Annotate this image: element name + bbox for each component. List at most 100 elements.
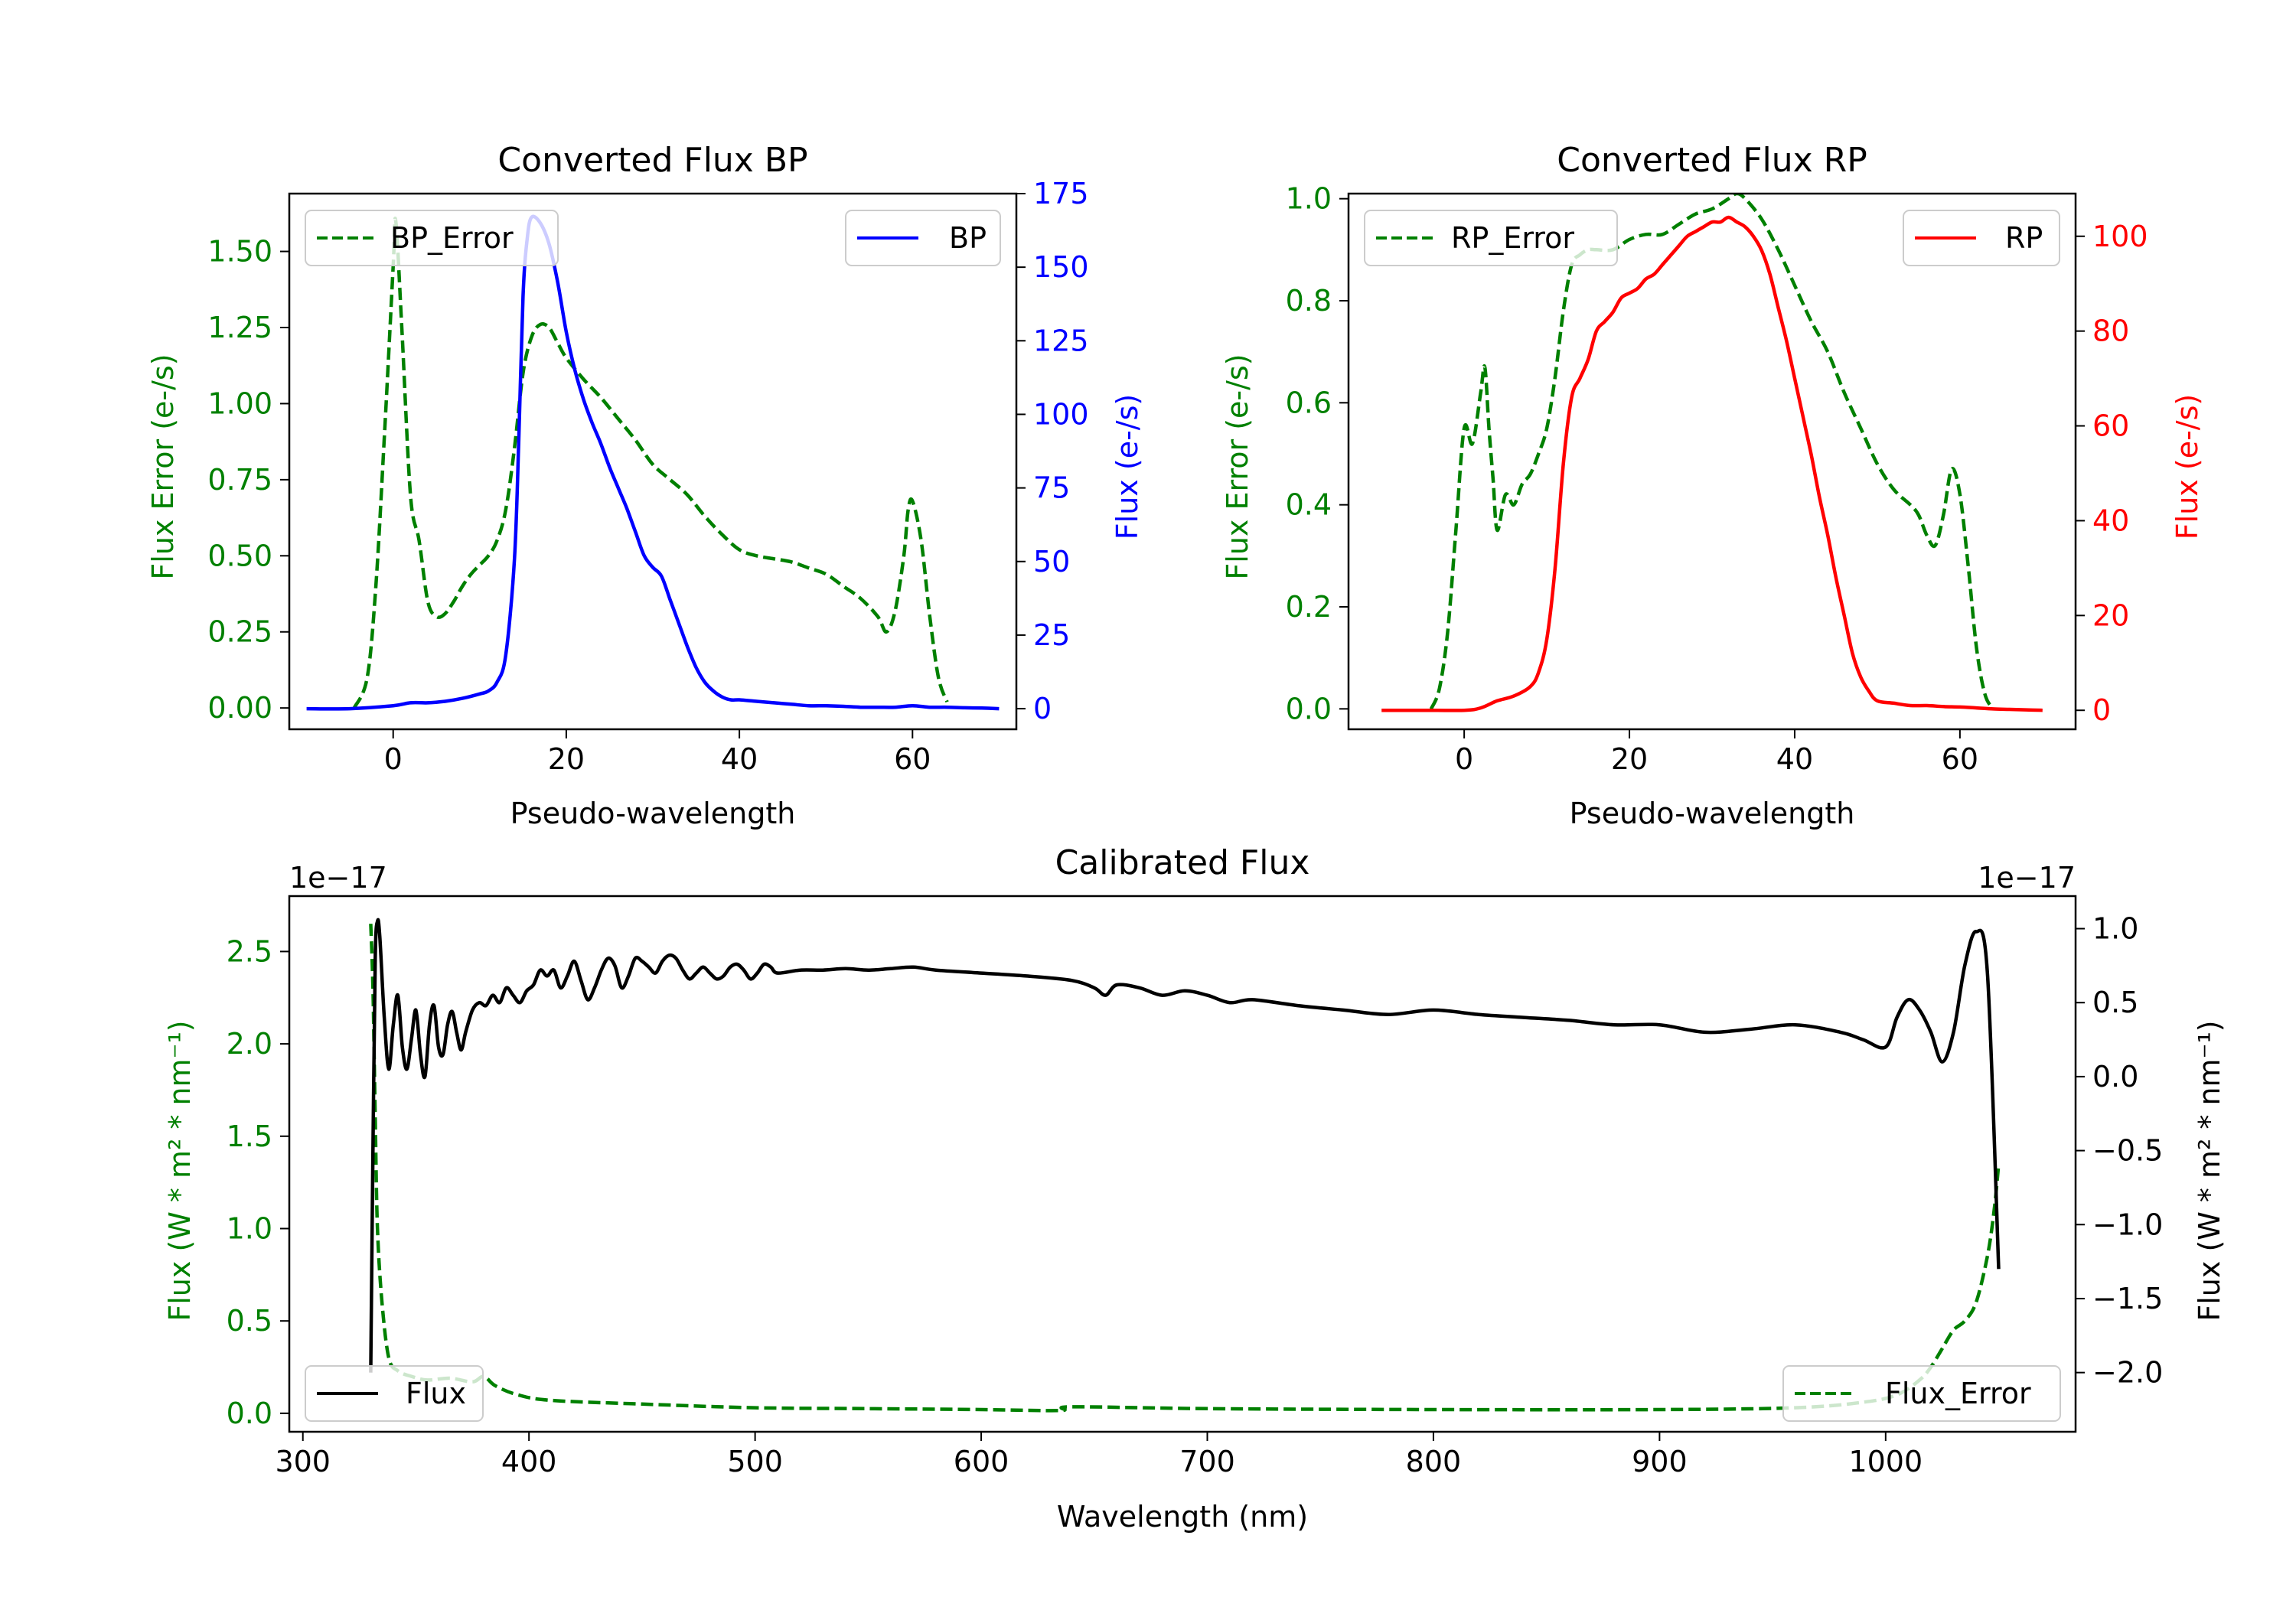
- legend-label-rp: RP: [2005, 221, 2043, 255]
- legend-flux-error: Flux_Error: [1782, 1365, 2061, 1422]
- x-tick-label-bp: 20: [548, 742, 585, 776]
- x-tick-label-cal: 900: [1632, 1445, 1688, 1478]
- legend-label-rp-error: RP_Error: [1451, 221, 1574, 255]
- y-tick-label-left-bp: 0.50: [207, 539, 272, 572]
- y-tick-label-left-rp: 0.8: [1286, 284, 1332, 318]
- plot-frame-bp: [288, 192, 1018, 731]
- y-tick-label-left-rp: 1.0: [1286, 182, 1332, 216]
- x-tick-label-cal: 700: [1179, 1445, 1235, 1478]
- x-tick-label-cal: 400: [501, 1445, 557, 1478]
- series-line-bp: [306, 214, 1000, 711]
- y-tick-label-right-cal: 1.0: [2092, 912, 2138, 946]
- legend-rp-error: RP_Error: [1364, 210, 1618, 266]
- x-tick-label-cal: 1000: [1848, 1445, 1923, 1478]
- x-axis-label-bp: Pseudo-wavelength: [510, 797, 796, 830]
- y-tick-label-right-bp: 75: [1033, 471, 1070, 505]
- y-tick-label-left-bp: 1.25: [207, 311, 272, 344]
- legend-box-rp-error: [1364, 210, 1618, 266]
- y-tick-label-left-bp: 1.00: [207, 386, 272, 420]
- tick-layer-bp: 0 20 40 60 0.00 0.25 0.50 0.75 1.00 1.25 1.50 0 25 50…: [207, 177, 1088, 776]
- legend-bp: BP: [845, 210, 1001, 266]
- y-tick-label-left-rp: 0.6: [1286, 386, 1332, 419]
- y-axis-label-left-rp: Flux Error (e-/s): [1221, 354, 1254, 579]
- y-tick-label-left-rp: 0.4: [1286, 488, 1332, 522]
- y-tick-label-right-rp: 0: [2092, 693, 2111, 727]
- y-tick-label-left-bp: 1.50: [207, 235, 272, 269]
- y-tick-label-left-cal: 0.5: [227, 1304, 272, 1338]
- y-tick-label-left-rp: 0.0: [1286, 692, 1332, 725]
- y-axis-label-left-calibrated: Flux (W * m² * nm⁻¹): [163, 1020, 197, 1321]
- y-axis-label-right-rp: Flux (e-/s): [2170, 394, 2204, 539]
- offset-label-left-calibrated: 1e−17: [289, 861, 387, 895]
- legend-label-flux-error: Flux_Error: [1885, 1377, 2031, 1410]
- x-tick-label-rp: 40: [1776, 742, 1813, 776]
- x-tick-label-cal: 800: [1406, 1445, 1462, 1478]
- series-layer-rp: [1381, 194, 2043, 712]
- y-tick-label-left-cal: 1.5: [227, 1120, 272, 1153]
- y-tick-label-right-rp: 100: [2092, 220, 2148, 253]
- chart-title-rp: Converted Flux RP: [1557, 141, 1867, 180]
- y-tick-label-right-rp: 60: [2092, 409, 2129, 443]
- chart-title-bp: Converted Flux BP: [497, 141, 807, 180]
- legend-box-rp: [1903, 210, 2060, 266]
- chart-panel-calibrated: Calibrated Flux Wavelength (nm) 1e−17 1e…: [163, 843, 2226, 1534]
- y-tick-label-right-bp: 100: [1033, 397, 1089, 431]
- y-tick-label-left-bp: 0.25: [207, 615, 272, 649]
- y-tick-label-left-bp: 0.75: [207, 463, 272, 497]
- y-tick-label-right-rp: 20: [2092, 598, 2129, 632]
- y-tick-label-right-cal: −1.0: [2092, 1208, 2163, 1241]
- tick-layer-calibrated: 300 400 500 600 700 800 900 1000 0.0 0.5 1.0 1.5 2.0…: [227, 912, 2164, 1478]
- legend-label-flux: Flux: [406, 1377, 466, 1410]
- plot-frame-rp: [1347, 192, 2077, 731]
- x-tick-label-bp: 60: [894, 742, 931, 776]
- chart-panel-rp: Converted Flux RP Pseudo-wavelength Flux…: [1221, 141, 2204, 830]
- legend-box-flux: [305, 1365, 484, 1422]
- y-tick-label-right-cal: −2.0: [2092, 1356, 2163, 1390]
- series-layer-bp: [306, 214, 1000, 711]
- y-tick-label-right-cal: 0.5: [2092, 986, 2138, 1019]
- legend-rp: RP: [1903, 210, 2060, 266]
- offset-label-right-calibrated: 1e−17: [1978, 861, 2076, 895]
- y-tick-label-left-bp: 0.00: [207, 691, 272, 725]
- y-tick-label-right-bp: 125: [1033, 324, 1089, 357]
- y-axis-label-right-bp: Flux (e-/s): [1110, 394, 1144, 539]
- legend-box-flux-error: [1782, 1365, 2061, 1422]
- series-line-rp-error: [1429, 194, 1994, 710]
- y-axis-label-left-bp: Flux Error (e-/s): [146, 354, 180, 579]
- chart-panel-bp: Converted Flux BP Pseudo-wavelength Flux…: [146, 141, 1144, 830]
- y-axis-label-right-calibrated: Flux (W * m² * nm⁻¹): [2193, 1020, 2226, 1321]
- y-tick-label-left-cal: 2.5: [227, 934, 272, 968]
- y-tick-label-right-rp: 40: [2092, 504, 2129, 537]
- y-tick-label-right-bp: 175: [1033, 177, 1089, 210]
- y-tick-label-right-bp: 25: [1033, 618, 1070, 652]
- x-tick-label-cal: 300: [275, 1445, 331, 1478]
- x-tick-label-bp: 0: [384, 742, 403, 776]
- x-tick-label-bp: 40: [721, 742, 758, 776]
- x-tick-label-cal: 600: [954, 1445, 1009, 1478]
- y-tick-label-right-rp: 80: [2092, 315, 2129, 348]
- legend-flux: Flux: [305, 1365, 484, 1422]
- x-tick-label-rp: 60: [1942, 742, 1978, 776]
- y-tick-label-left-rp: 0.2: [1286, 590, 1332, 624]
- plot-frame-calibrated: [288, 895, 2077, 1433]
- y-tick-label-left-cal: 2.0: [227, 1027, 272, 1061]
- tick-layer-rp: 0 20 40 60 0.0 0.2 0.4 0.6 0.8 1.0 0 20 40 60 80 100: [1286, 182, 2148, 776]
- y-tick-label-right-bp: 50: [1033, 545, 1070, 579]
- y-tick-label-right-bp: 0: [1033, 692, 1052, 725]
- y-tick-label-left-cal: 1.0: [227, 1211, 272, 1245]
- legend-box-bp-error: [305, 210, 559, 266]
- x-axis-label-rp: Pseudo-wavelength: [1570, 797, 1855, 830]
- legend-label-bp: BP: [949, 221, 987, 255]
- x-axis-label-calibrated: Wavelength (nm): [1057, 1500, 1308, 1534]
- y-tick-label-right-bp: 150: [1033, 250, 1089, 284]
- legend-label-bp-error: BP_Error: [390, 221, 514, 255]
- legend-bp-error: BP_Error: [305, 210, 559, 266]
- chart-title-calibrated: Calibrated Flux: [1055, 843, 1310, 882]
- y-tick-label-left-cal: 0.0: [227, 1397, 272, 1430]
- series-line-rp: [1381, 215, 2043, 712]
- series-line-flux: [369, 918, 2001, 1373]
- y-tick-label-right-cal: −0.5: [2092, 1134, 2163, 1168]
- x-tick-label-rp: 20: [1611, 742, 1648, 776]
